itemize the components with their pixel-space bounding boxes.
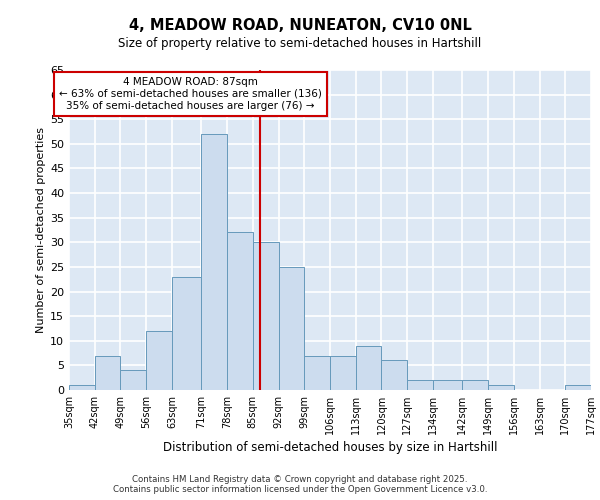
Bar (146, 331, 172, 390)
X-axis label: Distribution of semi-detached houses by size in Hartshill: Distribution of semi-detached houses by … (163, 441, 497, 454)
Bar (95, 356, 121, 390)
Text: Contains HM Land Registry data © Crown copyright and database right 2025.
Contai: Contains HM Land Registry data © Crown c… (113, 474, 487, 494)
Y-axis label: Number of semi-detached properties: Number of semi-detached properties (36, 127, 46, 333)
Text: Size of property relative to semi-detached houses in Hartshill: Size of property relative to semi-detach… (118, 38, 482, 51)
Bar (253, 242, 278, 390)
Bar (278, 267, 304, 390)
Bar (304, 356, 330, 390)
Bar (407, 380, 433, 390)
Bar (69, 385, 95, 390)
Text: 4 MEADOW ROAD: 87sqm
← 63% of semi-detached houses are smaller (136)
35% of semi: 4 MEADOW ROAD: 87sqm ← 63% of semi-detac… (59, 78, 322, 110)
Bar (330, 356, 356, 390)
Bar (121, 370, 146, 390)
Text: 4, MEADOW ROAD, NUNEATON, CV10 0NL: 4, MEADOW ROAD, NUNEATON, CV10 0NL (128, 18, 472, 32)
Bar (202, 134, 227, 390)
Bar (227, 232, 253, 390)
Bar (172, 277, 202, 390)
Bar (433, 380, 463, 390)
Bar (463, 380, 488, 390)
Bar (488, 385, 514, 390)
Bar (382, 360, 407, 390)
Bar (356, 346, 382, 390)
Bar (565, 385, 591, 390)
